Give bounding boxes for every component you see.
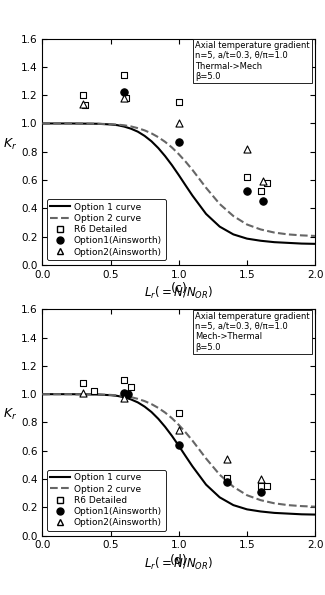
Point (126, 390, 131, 399)
Point (122, 375, 127, 385)
Point (81, 90, 86, 100)
Point (261, 196, 266, 206)
Point (92, 387, 97, 396)
Point (122, 93, 127, 103)
Point (122, 87, 127, 97)
Point (258, 487, 263, 496)
Point (176, 118, 181, 128)
Legend: Option 1 curve, Option 2 curve, R6 Detailed, Option1(Ainsworth), Option2(Ainswor: Option 1 curve, Option 2 curve, R6 Detai… (47, 469, 165, 531)
Point (176, 408, 181, 417)
X-axis label: $L_r(= N / N_{OR})$: $L_r(= N / N_{OR})$ (144, 285, 213, 301)
Text: (d): (d) (170, 554, 188, 567)
Legend: Option 1 curve, Option 2 curve, R6 Detailed, Option1(Ainsworth), Option2(Ainswor: Option 1 curve, Option 2 curve, R6 Detai… (47, 199, 165, 260)
Point (224, 455, 229, 464)
Point (265, 178, 270, 187)
Point (122, 394, 127, 403)
Point (82, 101, 87, 110)
Point (261, 177, 266, 186)
Point (258, 186, 263, 196)
Text: Axial temperature gradient
n=5, a/t=0.3, θ/π=1.0
Mech->Thermal
β=5.0: Axial temperature gradient n=5, a/t=0.3,… (195, 312, 310, 352)
Point (176, 440, 181, 450)
Point (224, 473, 229, 483)
Point (244, 144, 250, 154)
Point (224, 477, 229, 487)
Point (123, 93, 128, 103)
Point (81, 388, 86, 397)
Point (81, 99, 86, 108)
Y-axis label: $K_r$: $K_r$ (3, 137, 17, 152)
Point (176, 425, 181, 434)
Text: Axial temperature gradient
n=5, a/t=0.3, θ/π=1.0
Thermal->Mech
β=5.0: Axial temperature gradient n=5, a/t=0.3,… (195, 41, 310, 81)
Point (244, 173, 250, 182)
X-axis label: $L_r(= N / N_{OR})$: $L_r(= N / N_{OR})$ (144, 556, 213, 572)
Point (176, 137, 181, 146)
Point (258, 481, 263, 491)
Point (122, 388, 127, 397)
Point (128, 383, 134, 392)
Point (258, 474, 263, 484)
Point (176, 98, 181, 107)
Text: (c): (c) (170, 282, 187, 295)
Point (81, 378, 86, 388)
Point (265, 481, 270, 491)
Point (244, 186, 250, 196)
Point (122, 71, 127, 80)
Y-axis label: $K_r$: $K_r$ (3, 408, 17, 422)
